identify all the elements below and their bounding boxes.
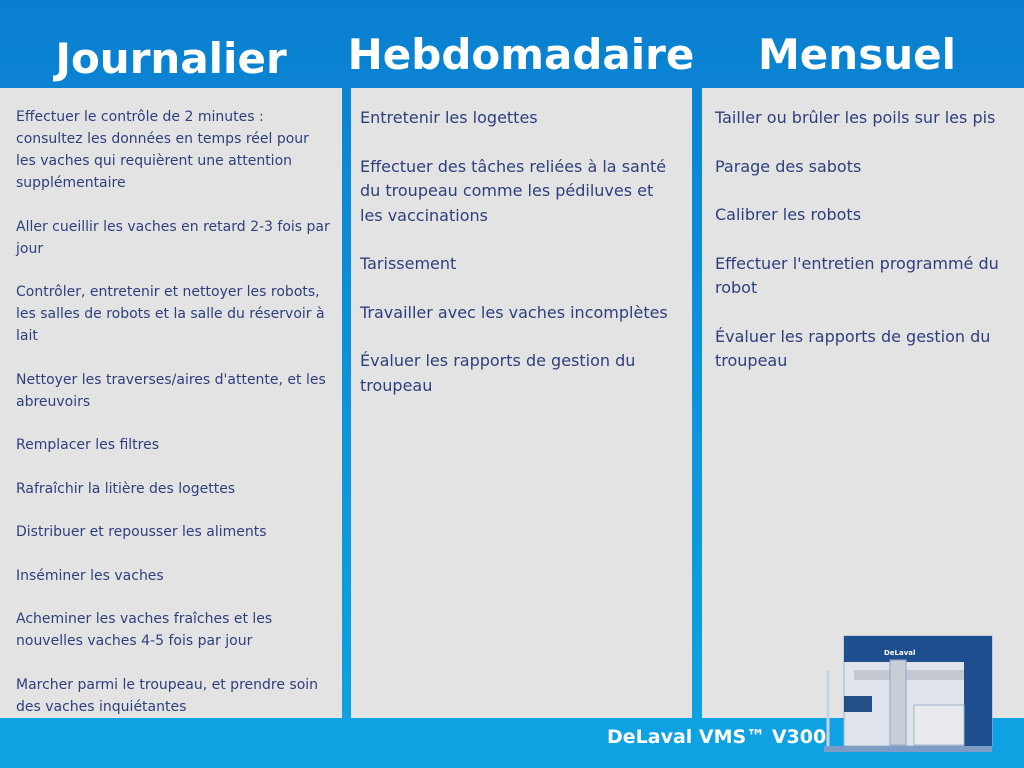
product-name: DeLaval VMS™ V300 [607, 726, 827, 748]
task-item: Évaluer les rapports de gestion du troup… [715, 326, 991, 371]
weekly-panel: Entretenir les logettes Effectuer des tâc… [351, 88, 692, 718]
task-item: Entretenir les logettes [360, 108, 538, 127]
task-item: Remplacer les filtres [16, 437, 160, 453]
robot-illustration: DeLaval [824, 635, 993, 752]
task-item: Rafraîchir la litière des logettes [16, 480, 236, 497]
task-item: Tailler ou brûler les poils sur les pis [715, 108, 996, 127]
task-item: Calibrer les robots [715, 205, 862, 224]
heading-weekly: Hebdomadaire [347, 30, 695, 79]
task-item: Contrôler, entretenir et nettoyer les ro… [16, 284, 325, 344]
task-item: Inséminer les vaches [16, 567, 164, 584]
task-item: Nettoyer les traverses/aires d'attente, … [16, 371, 326, 410]
daily-panel: Effectuer le contrôle de 2 minutes : con… [0, 88, 342, 718]
robot-logo: DeLaval [884, 649, 915, 657]
task-item: Effectuer le contrôle de 2 minutes : con… [16, 109, 309, 191]
task-item: Travailler avec les vaches incomplètes [360, 302, 668, 322]
task-item: Aller cueillir les vaches en retard 2-3 … [16, 218, 330, 257]
task-item: Effectuer des tâches reliées à la santé … [360, 156, 667, 225]
task-item: Parage des sabots [715, 156, 862, 176]
task-item: Effectuer l'entretien programmé du robot [715, 253, 999, 298]
task-item: Marcher parmi le troupeau, et prendre so… [16, 676, 319, 715]
task-item: Acheminer les vaches fraîches et les nou… [16, 611, 273, 649]
monthly-panel: Tailler ou brûler les poils sur les pis P… [702, 88, 1024, 718]
task-item: Tarissement [360, 254, 457, 273]
task-item: Évaluer les rapports de gestion du troup… [360, 351, 636, 395]
heading-daily: Journalier [55, 34, 287, 83]
task-item: Distribuer et repousser les aliments [16, 524, 267, 540]
heading-monthly: Mensuel [758, 30, 956, 79]
